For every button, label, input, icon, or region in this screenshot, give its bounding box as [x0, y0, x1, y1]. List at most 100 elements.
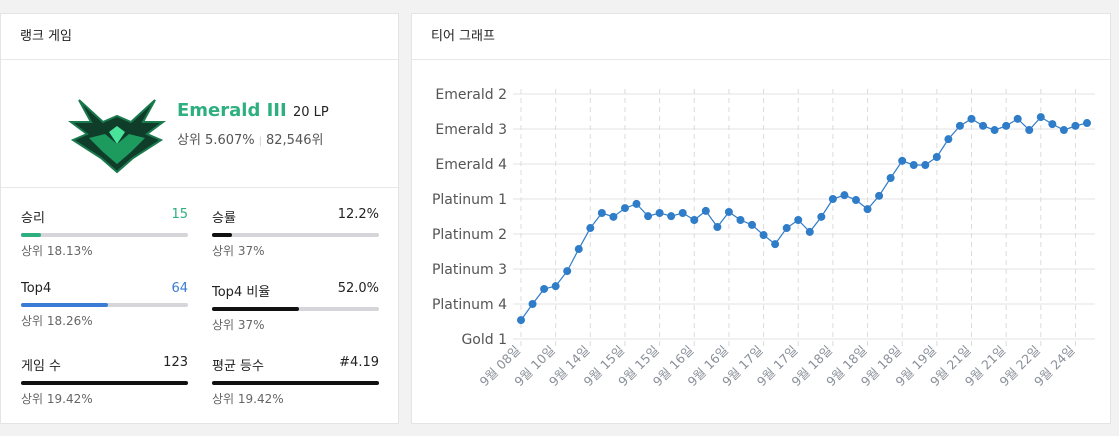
stat-track	[21, 233, 188, 237]
point	[863, 205, 872, 214]
point	[748, 220, 757, 229]
y-tick-label: Emerald 2	[435, 87, 507, 103]
point	[713, 223, 722, 231]
stat-bar	[21, 233, 42, 237]
chart: Gold 1 Platinum 4 Platinum 3 Platinum 2 Plat…	[432, 87, 1095, 389]
stat-value: 12.2%	[337, 207, 379, 222]
point	[597, 209, 606, 217]
panel-title: 랭크 게임	[1, 14, 398, 60]
point	[840, 191, 849, 200]
point	[909, 161, 918, 170]
y-tick-label: Emerald 3	[435, 122, 507, 138]
stat-row: Top4 비율 52.0%	[212, 281, 379, 300]
point	[1036, 113, 1045, 122]
point	[551, 282, 560, 291]
point	[1059, 126, 1068, 135]
stat-bar	[212, 381, 379, 385]
chart-title: 티어 그래프	[412, 14, 1110, 60]
point	[782, 224, 791, 233]
point	[979, 121, 988, 130]
stat-bar	[212, 307, 299, 311]
stat: 승리 15 상위 18.13%	[21, 207, 188, 259]
point	[1025, 126, 1034, 135]
point	[771, 240, 780, 249]
point	[540, 284, 549, 293]
stat-sub: 상위 37%	[212, 318, 265, 332]
stat: Top4 비율 52.0% 상위 37%	[212, 281, 379, 333]
lp: 20 LP	[292, 105, 329, 120]
point	[875, 191, 884, 200]
stat-sub: 상위 18.26%	[21, 314, 93, 328]
stat-track	[21, 303, 188, 307]
stat-value: #4.19	[339, 355, 379, 370]
y-tick-label: Platinum 2	[432, 227, 507, 243]
point	[944, 135, 953, 144]
tier-text: Emerald III	[177, 100, 287, 121]
point	[620, 204, 629, 213]
tier-name: Emerald III 20 LP	[177, 100, 329, 121]
point	[990, 126, 999, 135]
tier-emblem	[68, 99, 166, 174]
stat-row: 게임 수 123	[21, 355, 188, 374]
stat-sub: 상위 37%	[212, 244, 265, 258]
point	[724, 207, 733, 216]
point	[632, 199, 641, 208]
point	[690, 216, 699, 224]
y-tick-label: Emerald 4	[435, 157, 507, 173]
top-percent: 상위 5.607%	[177, 133, 255, 148]
stat-track	[21, 381, 188, 385]
stat-track	[212, 233, 379, 237]
stat-label: 게임 수	[21, 359, 62, 374]
rank-info: 상위 5.607% | 82,546위	[177, 133, 324, 148]
point	[574, 245, 583, 254]
stat: Top4 64 상위 18.26%	[21, 281, 188, 329]
stat-label: Top4 비율	[212, 285, 271, 300]
point	[794, 216, 803, 224]
point	[828, 195, 837, 203]
stat-bar	[21, 381, 188, 385]
stat-row: 승률 12.2%	[212, 207, 379, 226]
point	[586, 224, 595, 233]
rank: 82,546위	[266, 133, 324, 148]
tier-line	[520, 116, 1088, 321]
point	[609, 212, 618, 221]
point	[967, 114, 976, 123]
stat-sub: 상위 18.13%	[21, 244, 93, 258]
stat-value: 123	[163, 355, 188, 370]
stat-sub: 상위 19.42%	[21, 392, 93, 406]
stat: 게임 수 123 상위 19.42%	[21, 355, 188, 407]
stat-row: Top4 64	[21, 281, 188, 296]
stats: 승리 15 상위 18.13% 승률 12.2% 상위 37% Top4 64 상위 18.26…	[1, 187, 398, 406]
stat-label: 승리	[21, 211, 45, 226]
point	[932, 153, 941, 161]
stat-track	[212, 307, 379, 311]
point	[1071, 121, 1080, 130]
stat-bar	[212, 233, 233, 237]
y-tick-label: Platinum 3	[432, 262, 507, 278]
stat: 평균 등수 #4.19 상위 19.42%	[212, 355, 379, 407]
point	[563, 267, 572, 276]
point	[898, 156, 907, 165]
point	[1002, 121, 1011, 130]
point	[655, 209, 664, 217]
stat-track	[212, 381, 379, 385]
stat: 승률 12.2% 상위 37%	[212, 207, 379, 259]
stat-label: 승률	[212, 211, 236, 226]
chart-panel: 티어 그래프 Gold 1 Platinum 4 Platinum 3 Platinu…	[411, 13, 1111, 424]
point	[644, 212, 653, 221]
stat-value: 15	[171, 207, 188, 222]
stat-label: 평균 등수	[212, 359, 264, 374]
stat-value: 52.0%	[337, 281, 379, 296]
point	[1048, 120, 1057, 129]
point	[678, 209, 687, 217]
point	[1013, 114, 1022, 123]
point	[667, 212, 676, 221]
stat-label: Top4	[21, 281, 52, 296]
stat-bar	[21, 303, 108, 307]
y-tick-label: Platinum 1	[432, 192, 507, 208]
point	[851, 196, 860, 205]
stat-value: 64	[171, 281, 188, 296]
point	[528, 300, 537, 308]
point	[817, 212, 826, 221]
